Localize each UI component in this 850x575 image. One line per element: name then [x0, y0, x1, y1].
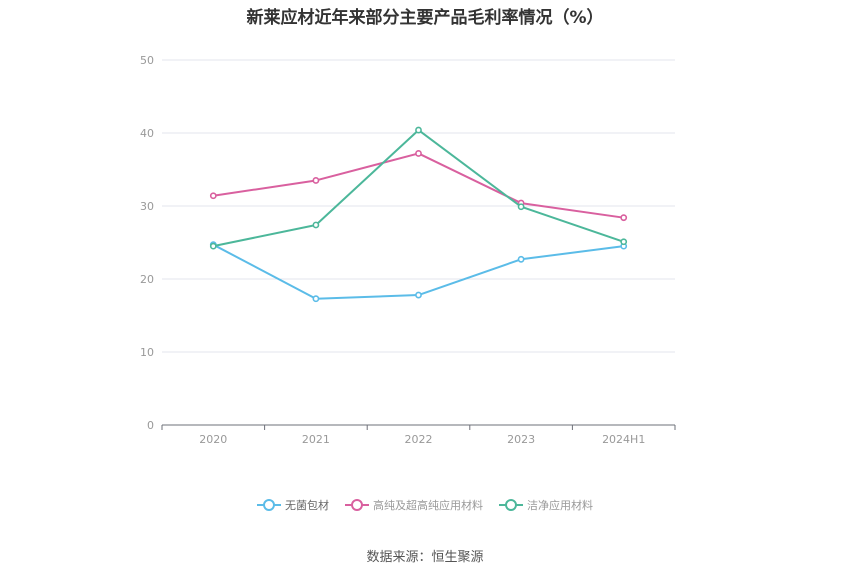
series-line-1	[213, 152, 624, 219]
y-tick-label: 10	[140, 346, 154, 359]
data-point[interactable]	[517, 203, 525, 211]
data-point[interactable]	[209, 192, 217, 200]
grid-lines	[162, 59, 675, 353]
data-point[interactable]	[209, 242, 217, 250]
x-tick-label: 2020	[199, 433, 227, 446]
data-point[interactable]	[312, 177, 320, 184]
chart-legend: 无菌包材 高纯及超高纯应用材料 洁净应用材料	[0, 497, 850, 513]
legend-swatch-icon	[345, 499, 369, 511]
y-tick-label: 30	[140, 200, 154, 213]
legend-swatch-icon	[257, 499, 281, 511]
legend-label: 洁净应用材料	[527, 499, 593, 512]
x-tick-label: 2024H1	[602, 433, 645, 446]
axes	[161, 424, 676, 430]
x-tick-label: 2022	[405, 433, 433, 446]
legend-label: 无菌包材	[285, 499, 329, 512]
x-tick-label: 2021	[302, 433, 330, 446]
y-tick-label: 0	[147, 419, 154, 432]
data-point[interactable]	[517, 255, 525, 263]
y-tick-label: 20	[140, 273, 154, 286]
data-point[interactable]	[415, 150, 422, 157]
y-tick-label: 40	[140, 127, 154, 140]
series-lines	[209, 126, 628, 303]
legend-label: 高纯及超高纯应用材料	[373, 499, 483, 512]
series-line-0	[212, 243, 624, 300]
data-point[interactable]	[312, 295, 320, 303]
legend-swatch-icon	[499, 499, 523, 511]
chart-title: 新莱应材近年来部分主要产品毛利率情况（%）	[246, 8, 604, 28]
source-note: 数据来源：恒生聚源	[366, 550, 484, 565]
series-line-2	[213, 129, 625, 248]
legend-item[interactable]: 无菌包材	[257, 497, 329, 513]
y-tick-label: 50	[140, 54, 154, 67]
data-point[interactable]	[415, 291, 422, 299]
data-point[interactable]	[312, 221, 320, 229]
x-tick-label: 2023	[507, 433, 535, 446]
legend-item[interactable]: 洁净应用材料	[499, 497, 593, 513]
legend-item[interactable]: 高纯及超高纯应用材料	[345, 497, 483, 513]
data-point[interactable]	[415, 126, 422, 134]
tick-labels: 0 10 20 30 40 50 2020 2021 2022 2023 2024H1	[140, 54, 645, 446]
data-point[interactable]	[620, 214, 628, 222]
data-point[interactable]	[620, 238, 628, 246]
